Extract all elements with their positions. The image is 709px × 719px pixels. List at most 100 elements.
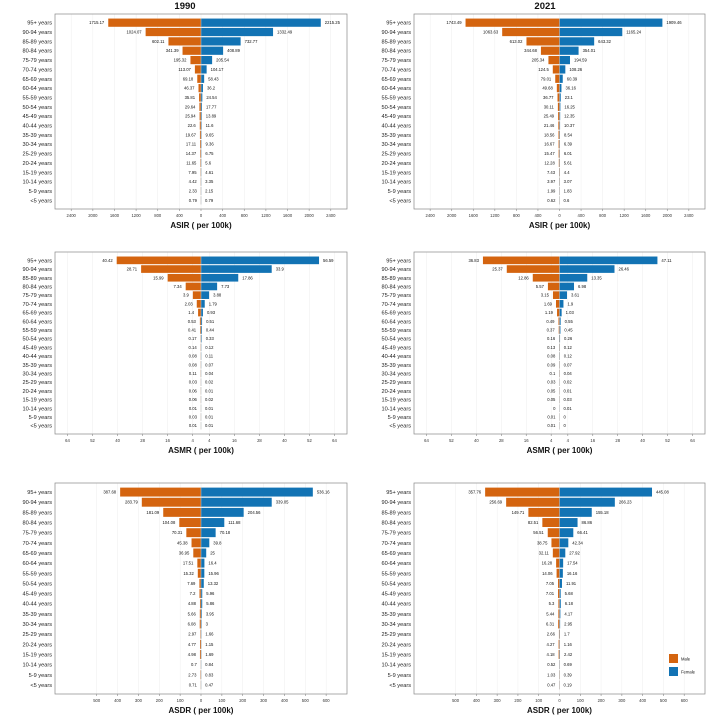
- data-label-male: 0.41: [188, 327, 197, 332]
- data-label-female: 0.44: [206, 327, 215, 332]
- bar-female: [201, 300, 205, 308]
- data-label-female: 1165.24: [626, 30, 641, 35]
- bar-female: [559, 538, 569, 548]
- tick-label: 400: [534, 213, 542, 218]
- data-label-female: 15.96: [208, 571, 219, 576]
- bar-male: [197, 568, 201, 578]
- category-label: <5 years: [389, 424, 411, 430]
- data-label-male: 1024.07: [126, 30, 142, 35]
- panel-asir-2021: 1743.49 1909.46 95+ years 1063.63 1165.24 90-…: [381, 13, 706, 230]
- category-label: 5-9 years: [388, 673, 412, 679]
- data-label-female: 1.16: [564, 642, 573, 647]
- bar-female: [201, 37, 241, 46]
- data-label-male: 82.51: [528, 520, 539, 525]
- data-label-male: 3.15: [541, 293, 550, 298]
- bar-female: [201, 558, 205, 568]
- data-label-female: 13.35: [591, 275, 602, 280]
- data-label-male: 0.05: [547, 397, 556, 402]
- panel-asmr-1990: 40.42 56.59 95+ years 28.71 33.9 90-94 years 1…: [22, 251, 348, 455]
- category-label: 85-89 years: [22, 39, 52, 45]
- bar-female: [201, 102, 202, 111]
- category-label: 80-84 years: [22, 284, 52, 290]
- panel-frame: [54, 251, 348, 435]
- category-label: 25-29 years: [381, 152, 411, 158]
- bar-female: [559, 93, 561, 102]
- data-label-female: 0.39: [564, 672, 573, 677]
- bar-female: [559, 528, 574, 538]
- category-label: 30-34 years: [22, 142, 52, 148]
- bar-male: [558, 578, 560, 588]
- data-label-male: 28.71: [127, 267, 138, 272]
- bar-male: [548, 55, 560, 65]
- category-label: 10-14 years: [22, 180, 52, 186]
- bar-male: [547, 528, 560, 538]
- data-label-male: 0.47: [547, 682, 556, 687]
- category-label: 50-54 years: [381, 105, 411, 111]
- x-axis-label: ASDR ( per 100k): [527, 706, 592, 715]
- category-label: 45-49 years: [381, 345, 411, 351]
- bar-male: [556, 568, 560, 578]
- category-label: 75-79 years: [22, 293, 52, 299]
- category-label: 55-59 years: [22, 95, 52, 101]
- tick-label: 1600: [110, 213, 120, 218]
- bar-male: [465, 18, 560, 27]
- data-label-male: 7.69: [187, 581, 196, 586]
- data-label-male: 25.94: [185, 114, 196, 119]
- bar-male: [558, 149, 560, 158]
- x-axis-label: ASMR ( per 100k): [527, 446, 593, 455]
- bar-female: [559, 65, 566, 74]
- bar-male: [199, 578, 201, 588]
- tick-label: 64: [690, 438, 695, 443]
- bar-male: [558, 609, 560, 619]
- data-label-female: 0.12: [564, 345, 573, 350]
- data-label-female: 536.16: [317, 490, 330, 495]
- category-label: 65-69 years: [381, 311, 411, 317]
- bar-female: [559, 609, 561, 619]
- data-label-female: 0.01: [564, 388, 573, 393]
- data-label-female: 2215.25: [325, 20, 341, 25]
- bar-female: [201, 317, 203, 326]
- category-label: 55-59 years: [381, 571, 411, 577]
- bar-male: [141, 497, 201, 507]
- category-label: 40-44 years: [381, 602, 411, 608]
- data-label-female: 8.54: [564, 132, 573, 137]
- data-label-female: 5.96: [206, 591, 215, 596]
- bar-male: [199, 93, 201, 102]
- data-label-female: 0.02: [205, 380, 214, 385]
- tick-label: 100: [177, 698, 185, 703]
- tick-label: 2000: [304, 213, 314, 218]
- bar-female: [201, 308, 203, 317]
- category-label: 45-49 years: [22, 114, 52, 120]
- category-label: <5 years: [30, 198, 52, 204]
- data-label-male: 45.38: [177, 540, 188, 545]
- bar-male: [547, 282, 560, 291]
- data-label-female: 13.89: [206, 114, 217, 119]
- category-label: 85-89 years: [381, 39, 411, 45]
- bar-female: [201, 282, 218, 291]
- category-label: 20-24 years: [22, 642, 52, 648]
- data-label-female: 5.86: [206, 601, 215, 606]
- category-label: 80-84 years: [381, 521, 411, 527]
- data-label-male: 6.08: [188, 622, 197, 627]
- bar-male: [558, 599, 560, 609]
- bar-female: [201, 112, 202, 121]
- data-label-female: 70.18: [220, 530, 231, 535]
- data-label-female: 0.51: [206, 319, 215, 324]
- data-label-female: 27.92: [569, 550, 580, 555]
- bar-female: [201, 578, 204, 588]
- bar-male: [197, 74, 201, 83]
- category-label: 60-64 years: [381, 561, 411, 567]
- bar-female: [201, 27, 274, 37]
- category-label: 75-79 years: [381, 58, 411, 64]
- data-label-male: 79.01: [541, 76, 552, 81]
- data-label-male: 0.06: [189, 397, 198, 402]
- data-label-male: 7.05: [546, 581, 555, 586]
- data-label-female: 47.11: [661, 258, 672, 263]
- legend-female-swatch: [669, 667, 678, 676]
- data-label-female: 25: [210, 550, 215, 555]
- data-label-male: 25.37: [492, 267, 503, 272]
- bar-female: [201, 568, 205, 578]
- data-label-male: 0.05: [547, 388, 556, 393]
- bar-male: [558, 619, 560, 629]
- data-label-male: 0.01: [547, 414, 556, 419]
